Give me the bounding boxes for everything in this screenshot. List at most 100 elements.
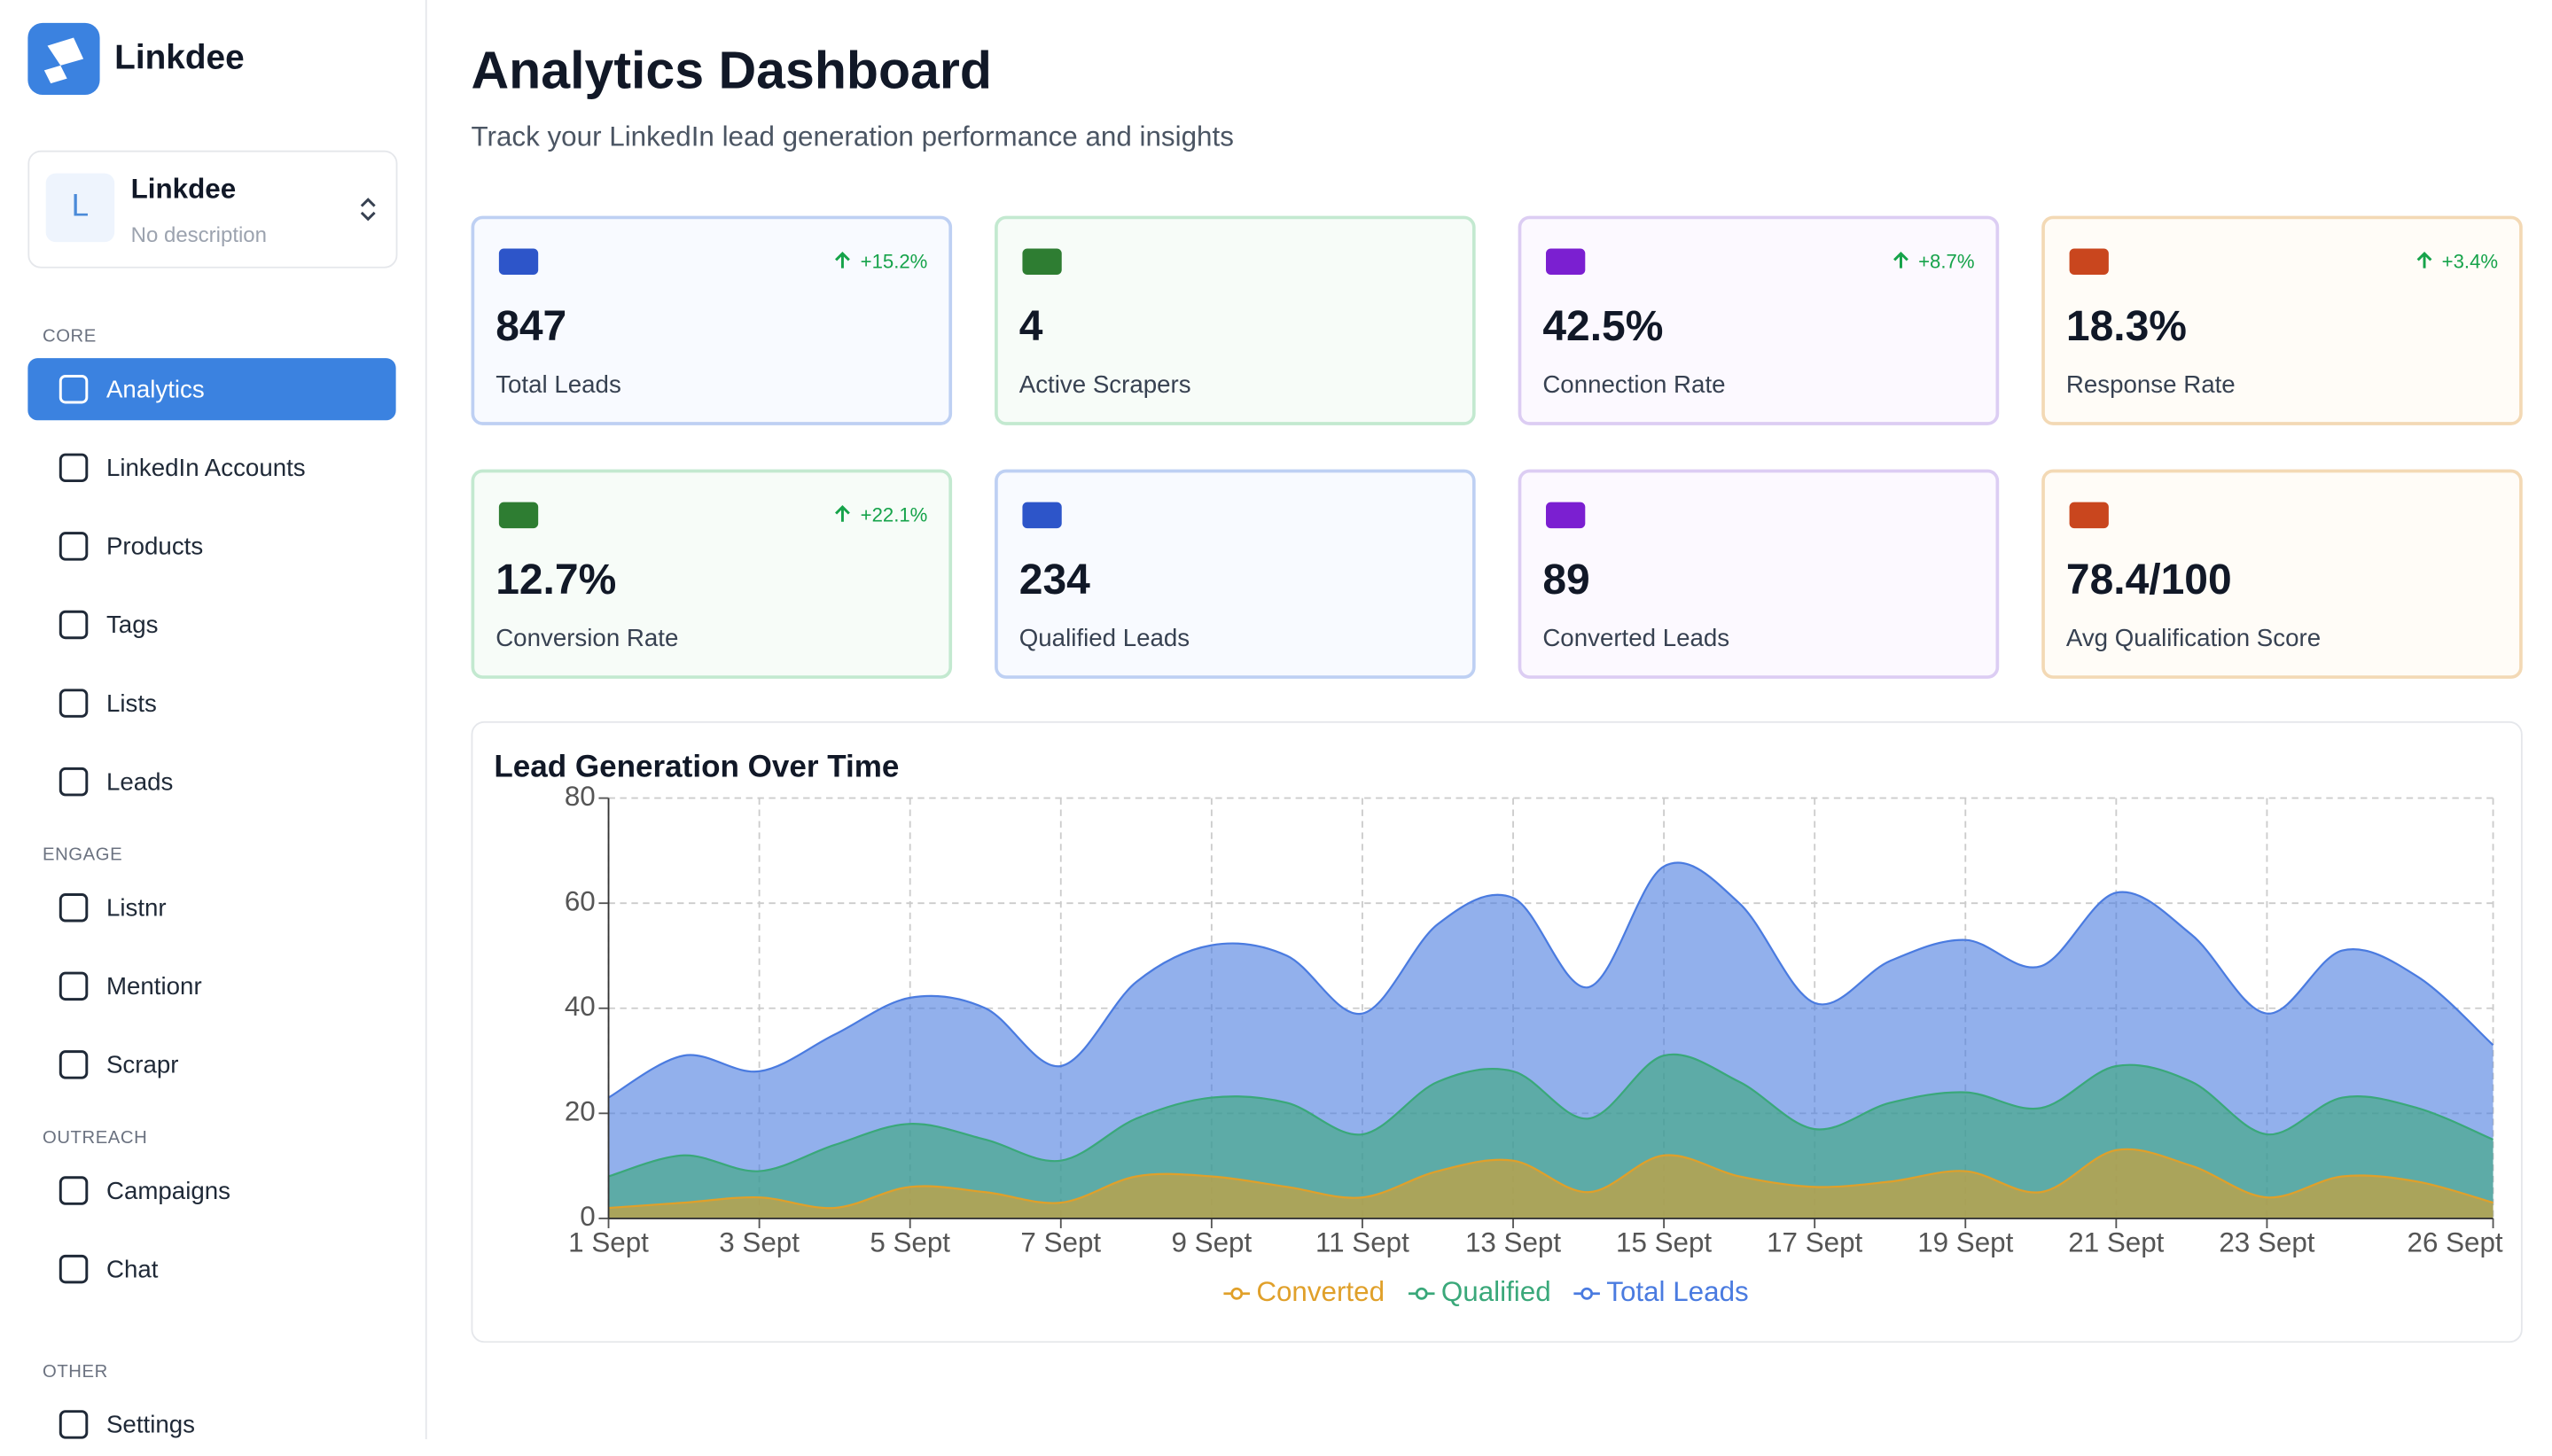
arrow-shape [834,251,850,269]
workspace-switcher[interactable]: L Linkdee No description [27,150,398,269]
icon-shape [1022,502,1062,529]
stat-card: 234 Qualified Leads [995,469,1476,679]
area-line [608,1148,2493,1210]
stat-value: 78.4/100 [2065,554,2232,603]
nav-item[interactable]: Products [27,515,395,577]
icon-shape [59,453,89,483]
x-tick-label: 26 Sept [2408,1227,2503,1258]
y-tick-label: 40 [565,991,596,1022]
nav-item[interactable]: Mentionr [27,955,395,1017]
stat-value: 89 [1542,554,1590,603]
stat-card: 42.5% Connection Rate +8.7% [1518,215,2000,425]
icon-shape [59,689,89,718]
change-text: +8.7% [1918,250,1975,274]
nav-icon [59,1050,89,1079]
icon-shape [59,1410,89,1439]
nav-label: Mentionr [105,973,202,1001]
y-tick-label: 20 [565,1096,596,1127]
nav-icon [59,767,89,797]
nav-icon [59,532,89,561]
x-tick-label: 11 Sept [1315,1227,1409,1258]
nav-icon [59,453,89,483]
x-tick-label: 9 Sept [1172,1227,1253,1258]
icon-shape [59,532,89,561]
nav-item[interactable]: Chat [27,1238,395,1300]
icon-shape [1022,248,1062,276]
workspace-description: No description [130,222,268,247]
nav-item[interactable]: Tags [27,594,395,656]
workspace-avatar: L [45,173,115,243]
icon-shape [59,893,89,923]
stat-label: Converted Leads [1542,624,1730,653]
nav-label: Chat [105,1256,159,1284]
area [608,1054,2493,1219]
stat-value: 847 [496,300,567,350]
x-tick-label: 1 Sept [568,1227,649,1258]
arrow-shape [834,505,850,522]
nav-label: Listnr [105,894,167,923]
nav-item[interactable]: LinkedIn Accounts [27,437,395,499]
nav-item[interactable]: Lists [27,673,395,735]
nav-item[interactable]: Listnr [27,876,395,938]
nav-item[interactable]: Settings [27,1393,395,1455]
x-tick-label: 13 Sept [1465,1227,1561,1258]
nav-label: Campaigns [105,1177,230,1206]
stat-card: 89 Converted Leads [1518,469,2000,679]
nav-section-label: CORE [42,327,97,347]
y-tick-label: 80 [565,781,596,812]
stat-label: Active Scrapers [1018,370,1191,400]
nav-icon [59,610,89,640]
stat-card: 78.4/100 Avg Qualification Score [2041,469,2523,679]
nav-item[interactable]: Campaigns [27,1159,395,1221]
x-tick-label: 7 Sept [1020,1227,1101,1258]
icon-shape [59,1254,89,1284]
icon-shape [59,1050,89,1079]
x-tick-label: 19 Sept [1917,1227,2013,1258]
stat-icon [498,248,539,276]
up-arrow [1893,251,1908,269]
nav-item[interactable]: Scrapr [27,1033,395,1095]
nav-section-label: OTHER [42,1362,108,1382]
chart: Lead Generation Over Time 0 20 40 60 80 1 Sept… [494,750,2503,1307]
nav-label: Scrapr [105,1051,179,1080]
icon-shape [498,248,539,276]
stat-change: +15.2% [832,250,927,273]
area-line [608,1053,2493,1178]
stat-icon [498,502,539,529]
nav-icon [59,1176,89,1205]
nav-label: Products [105,533,204,562]
stat-value: 4 [1018,300,1043,350]
stat-label: Connection Rate [1542,370,1726,400]
nav-label: Analytics [105,376,205,404]
page-subtitle: Track your LinkedIn lead generation perf… [471,121,1234,152]
legend-marker [1230,1287,1244,1300]
change-text: +3.4% [2441,250,2499,274]
stat-label: Conversion Rate [496,624,679,653]
stat-change: +8.7% [1891,250,1975,273]
nav-section-label: ENGAGE [42,845,123,866]
chart-title: Lead Generation Over Time [494,750,899,784]
nav-icon [59,689,89,718]
nav-label: Leads [105,768,174,797]
icon-shape [59,767,89,797]
legend-marker [1580,1287,1594,1300]
legend-marker [1415,1287,1428,1300]
stat-icon [1546,248,1586,276]
sidebar: Linkdee L Linkdee No description CORE Ana… [0,0,427,1440]
icon-shape [59,610,89,640]
arrow-shape [2415,251,2431,269]
stat-icon [1022,502,1062,529]
x-tick-label: 15 Sept [1616,1227,1712,1258]
x-tick-label: 5 Sept [870,1227,950,1258]
legend-label: Total Leads [1606,1276,1748,1307]
stat-label: Response Rate [2065,370,2236,400]
change-text: +15.2% [860,250,928,274]
stat-icon [1546,502,1586,529]
stat-label: Qualified Leads [1018,624,1190,653]
nav-item[interactable]: Leads [27,751,395,813]
icon-shape [59,1176,89,1205]
area-line [607,861,2494,1099]
nav-item[interactable]: Analytics [27,358,396,421]
nav-icon [59,971,89,1001]
